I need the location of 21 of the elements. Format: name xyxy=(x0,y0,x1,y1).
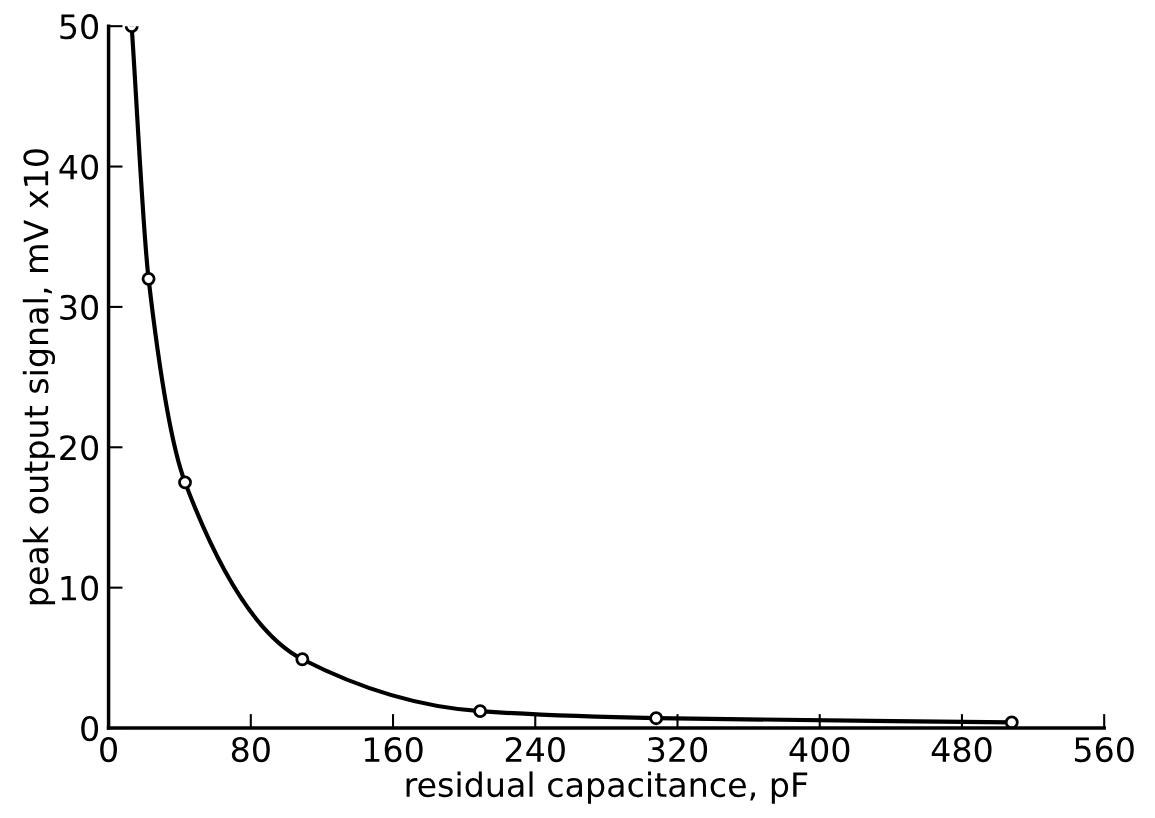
x-tick-label: 320 xyxy=(648,736,708,763)
y-tick-label: 20 xyxy=(60,435,99,461)
point xyxy=(649,711,664,726)
point xyxy=(1004,715,1019,729)
point xyxy=(295,652,310,667)
y-tick-label: 10 xyxy=(61,575,99,601)
y-tick-label: 40 xyxy=(59,154,99,180)
point xyxy=(178,475,192,490)
y-tick-label: 30 xyxy=(60,294,99,321)
x-tick-label: 240 xyxy=(505,736,565,763)
point xyxy=(473,704,488,719)
x-tick-label: 400 xyxy=(789,736,850,763)
y-tick-label: 50 xyxy=(60,14,99,40)
y-axis-title: peak output signal, mV x10 xyxy=(22,149,56,605)
x-tick-label: 80 xyxy=(231,736,270,763)
x-tick-label: 160 xyxy=(364,736,423,763)
x-tick-label: 560 xyxy=(1074,736,1134,763)
y-tick-label: 0 xyxy=(81,715,99,742)
x-axis-title: residual capacitance, pF xyxy=(406,771,808,804)
x-tick-label: 480 xyxy=(931,736,992,763)
x-tick-label: 0 xyxy=(100,736,117,763)
